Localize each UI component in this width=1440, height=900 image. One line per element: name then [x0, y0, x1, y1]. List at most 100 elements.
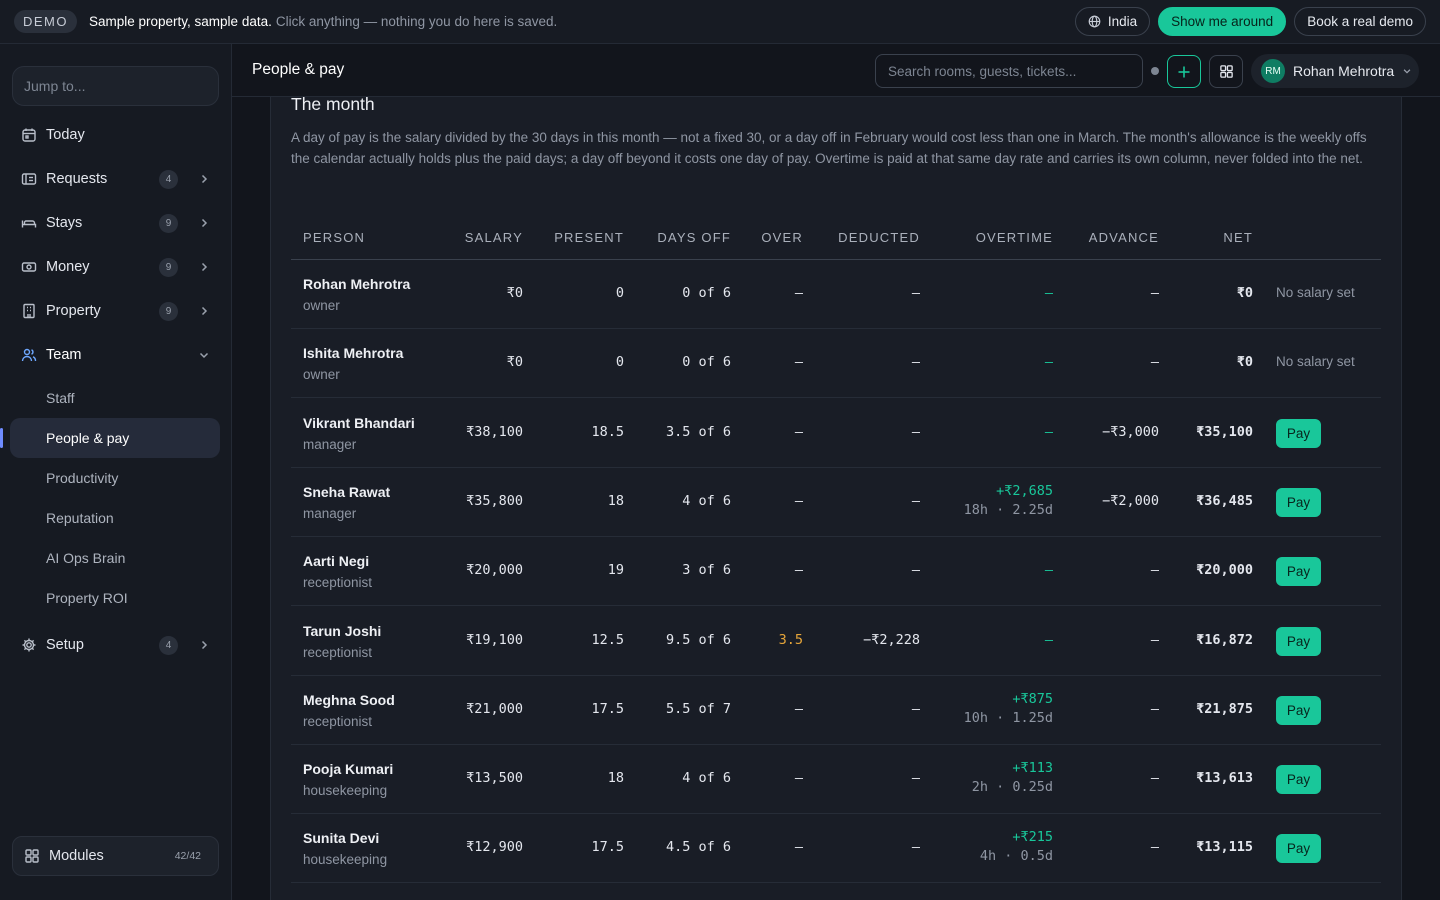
- apps-button[interactable]: [1209, 55, 1243, 88]
- net-cell: ₹0: [1236, 285, 1253, 301]
- overtime-cell: +₹113 2h · 0.25d: [972, 760, 1053, 795]
- intro-text: A day of pay is the salary divided by th…: [291, 130, 1367, 166]
- modules-button[interactable]: Modules 42/42: [12, 836, 219, 876]
- overtime-detail: 10h · 1.25d: [963, 709, 1053, 726]
- money-icon: [21, 259, 37, 275]
- sidebar-item-today[interactable]: Today: [10, 115, 220, 155]
- tour-button[interactable]: Show me around: [1158, 7, 1287, 36]
- status-dot: [1151, 67, 1159, 75]
- count-badge: 9: [159, 213, 178, 233]
- month-card: The month A day of pay is the salary div…: [270, 94, 1402, 900]
- sidebar-item-property[interactable]: Property 9: [10, 291, 220, 331]
- sidebar-item-money[interactable]: Money 9: [10, 247, 220, 287]
- pay-button[interactable]: Pay: [1276, 626, 1321, 656]
- net-cell: ₹13,115: [1196, 839, 1253, 856]
- pay-button[interactable]: Pay: [1276, 418, 1321, 448]
- jump-to-input[interactable]: Jump to...: [12, 66, 219, 106]
- days-off-cell: 3 of 6: [682, 562, 731, 579]
- net-cell: ₹35,100: [1196, 423, 1253, 440]
- section-title: The month: [291, 94, 375, 114]
- salary-cell: ₹20,000: [466, 562, 523, 579]
- overtime-cell: –: [1044, 285, 1053, 301]
- column-header: DAYS OFF: [657, 230, 731, 245]
- chevron-down-icon: [198, 349, 210, 361]
- sidebar-subitem-productivity[interactable]: Productivity: [46, 470, 119, 486]
- overtime-detail: 4h · 0.5d: [979, 848, 1053, 865]
- column-header: OVER: [761, 230, 803, 245]
- globe-icon: [1088, 15, 1101, 28]
- sidebar-subitem-people-pay[interactable]: People & pay: [10, 418, 220, 458]
- person-name: Aarti Negi: [303, 553, 370, 570]
- person-name: Tarun Joshi: [303, 622, 382, 639]
- sidebar-subitem-staff[interactable]: Staff: [46, 390, 75, 406]
- over-cell: –: [794, 562, 803, 579]
- over-cell: –: [794, 423, 803, 440]
- pay-button[interactable]: Pay: [1276, 765, 1321, 795]
- table-row: Tarun Joshi receptionist ₹19,100 12.5 9.5 of…: [291, 607, 1381, 676]
- count-badge: 4: [159, 169, 178, 189]
- net-cell: ₹0: [1236, 354, 1253, 371]
- modules-count: 42/42: [174, 850, 201, 862]
- sidebar-item-label: Property: [46, 303, 101, 319]
- add-button[interactable]: [1167, 55, 1201, 88]
- pay-button[interactable]: Pay: [1276, 834, 1321, 864]
- table-row: Sunita Devi housekeeping ₹12,900 17.5 4.5 of…: [291, 814, 1381, 884]
- over-cell: –: [794, 770, 803, 787]
- sidebar-subitem-reputation[interactable]: Reputation: [46, 510, 114, 526]
- sidebar-item-team[interactable]: Team: [10, 335, 220, 375]
- person-role: owner: [303, 367, 340, 383]
- pay-button[interactable]: Pay: [1276, 695, 1321, 725]
- person-name: Ishita Mehrotra: [303, 345, 404, 362]
- page-title: People & pay: [252, 61, 345, 78]
- advance-cell: −₹3,000: [1102, 423, 1159, 440]
- advance-cell: –: [1150, 354, 1159, 371]
- chevron-right-icon: [198, 639, 210, 651]
- banner-strong-text: Sample property, sample data.: [89, 14, 272, 29]
- region-button[interactable]: India: [1074, 7, 1151, 36]
- column-header: PRESENT: [554, 230, 624, 245]
- sidebar-item-label: Requests: [46, 171, 108, 187]
- chevron-right-icon: [198, 261, 210, 273]
- person-role: housekeeping: [303, 852, 388, 868]
- pay-button[interactable]: Pay: [1276, 487, 1321, 517]
- sidebar-item-stays[interactable]: Stays 9: [10, 203, 220, 243]
- present-cell: 12.5: [591, 631, 624, 648]
- person-role: owner: [303, 298, 340, 313]
- present-cell: 18: [607, 770, 624, 787]
- user-menu[interactable]: RM Rohan Mehrotra: [1251, 54, 1419, 88]
- search-input[interactable]: Search rooms, guests, tickets...: [875, 54, 1143, 88]
- sidebar-subitem-property-roi[interactable]: Property ROI: [46, 590, 128, 606]
- book-demo-button[interactable]: Book a real demo: [1294, 7, 1426, 36]
- salary-cell: ₹0: [506, 285, 523, 301]
- advance-cell: −₹2,000: [1102, 492, 1159, 509]
- no-salary-note: No salary set: [1276, 354, 1355, 370]
- overtime-amount: +₹215: [1012, 829, 1053, 846]
- table-row: Rohan Mehrotra owner ₹0 0 0 of 6 – – – – ₹0 No sal…: [291, 260, 1381, 329]
- net-cell: ₹13,613: [1196, 770, 1253, 787]
- person-role: receptionist: [303, 713, 373, 729]
- deducted-cell: –: [911, 562, 920, 579]
- days-off-cell: 5.5 of 7: [665, 700, 731, 717]
- person-role: receptionist: [303, 644, 373, 660]
- over-cell: –: [794, 285, 803, 301]
- days-off-cell: 9.5 of 6: [665, 631, 731, 648]
- person-role: manager: [303, 505, 357, 521]
- sidebar-item-setup[interactable]: Setup 4: [10, 625, 220, 665]
- salary-cell: ₹35,800: [466, 492, 523, 509]
- plus-icon: [1178, 66, 1190, 77]
- sidebar-item-requests[interactable]: Requests 4: [10, 159, 220, 199]
- pay-button[interactable]: Pay: [1276, 557, 1321, 587]
- table-row: Sneha Rawat manager ₹35,800 18 4 of 6 – – +₹2,6…: [291, 468, 1381, 537]
- present-cell: 18: [607, 492, 624, 509]
- sidebar-subitem-ai-ops-brain[interactable]: AI Ops Brain: [46, 550, 126, 566]
- net-cell: ₹21,875: [1196, 700, 1253, 717]
- sidebar-item-label: Team: [46, 347, 82, 363]
- net-cell: ₹36,485: [1196, 492, 1253, 509]
- person-name: Pooja Kumari: [303, 761, 394, 778]
- present-cell: 17.5: [591, 839, 624, 856]
- present-cell: 18.5: [591, 423, 624, 440]
- overtime-cell: +₹2,685 18h · 2.25d: [964, 483, 1053, 518]
- table-row: Meghna Sood receptionist ₹21,000 17.5 5.5 of…: [291, 676, 1381, 745]
- column-header: OVERTIME: [975, 230, 1053, 245]
- salary-cell: ₹12,900: [466, 839, 523, 856]
